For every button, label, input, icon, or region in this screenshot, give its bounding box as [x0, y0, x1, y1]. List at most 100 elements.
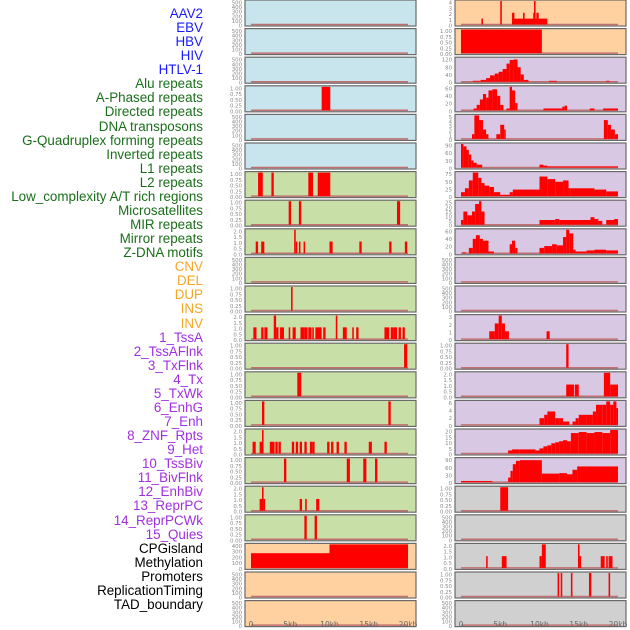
bar [489, 186, 494, 197]
y-tick-label: 500 [232, 58, 243, 64]
y-tick-label: 0.00 [230, 367, 243, 373]
y-tick-label: 400 [442, 263, 453, 269]
bar [496, 134, 501, 139]
bar [461, 29, 542, 54]
bar [551, 443, 556, 454]
y-tick-label: 0.25 [440, 361, 452, 367]
x-tick-label: 5kb [493, 620, 507, 629]
y-tick-label: 60 [445, 151, 452, 157]
y-tick-label: 300 [442, 296, 453, 302]
bar [368, 441, 372, 454]
y-tick-label: 15 [445, 435, 452, 441]
y-tick-label: 30 [445, 473, 452, 479]
y-tick-label: 4 [449, 409, 453, 415]
bar [552, 244, 557, 254]
bar [610, 384, 618, 397]
y-tick-label: 0.0 [443, 567, 452, 573]
y-tick-label: 40 [445, 94, 452, 100]
bar [555, 442, 560, 454]
bar [321, 86, 331, 111]
track-label: 13_ReprPC [133, 498, 203, 514]
bar [259, 441, 262, 454]
bar [588, 573, 592, 597]
y-tick-label: 0.00 [230, 424, 243, 430]
bar [397, 201, 401, 225]
bar [578, 432, 587, 454]
bar [557, 573, 560, 597]
bar [314, 515, 317, 540]
y-tick-label: 0 [449, 281, 453, 287]
bar [473, 162, 477, 168]
y-tick-label: 500 [232, 29, 243, 35]
y-tick-label: 200 [442, 529, 453, 535]
y-tick-label: 500 [442, 258, 453, 264]
bar [508, 477, 511, 483]
y-tick-label: 90 [445, 144, 452, 150]
bar [251, 553, 330, 568]
bar [603, 108, 618, 111]
track-label: 3_TxFlnk [147, 357, 203, 373]
y-tick-label: 200 [232, 72, 243, 78]
bar [276, 327, 279, 340]
bar [498, 315, 502, 340]
y-tick-label: 0.50 [440, 498, 453, 504]
y-tick-label: 4 [449, 120, 453, 126]
bar [566, 384, 575, 397]
bar [602, 433, 611, 454]
y-tick-label: 300 [232, 153, 243, 159]
y-tick-label: 1.00 [440, 573, 453, 579]
bar [594, 432, 603, 454]
y-tick-label: 400 [442, 520, 453, 526]
bar [508, 450, 513, 454]
y-tick-label: 0.5 [443, 561, 452, 567]
bar [500, 194, 510, 197]
bar [271, 172, 274, 197]
y-tick-label: 100 [232, 19, 243, 25]
y-tick-label: 1.5 [233, 492, 242, 498]
bar [304, 441, 307, 454]
bar [570, 573, 573, 597]
panel-right [454, 514, 627, 542]
bar [568, 188, 571, 197]
y-tick-label: 0.75 [230, 178, 242, 184]
panel-left [244, 342, 417, 370]
bar [255, 241, 259, 254]
y-tick-label: 0 [449, 167, 453, 173]
bar [502, 69, 507, 82]
y-tick-label: 0.5 [233, 447, 242, 453]
track-label: Z-DNA motifs [123, 245, 203, 261]
track-label: 8_ZNF_Rpts [127, 428, 203, 444]
bar [488, 251, 494, 254]
y-tick-label: 200 [232, 157, 243, 163]
bar [384, 441, 387, 454]
bar [468, 154, 472, 168]
x-tick-label: 15kb [569, 620, 588, 629]
y-tick-label: 0.50 [230, 384, 243, 390]
bar [594, 249, 607, 254]
y-tick-label: 0.75 [440, 349, 452, 355]
y-tick-label: 1.00 [440, 344, 453, 350]
track-label: Alu repeats [135, 76, 203, 92]
y-tick-label: 300 [232, 267, 243, 273]
bar [258, 172, 263, 197]
bar [575, 418, 579, 425]
y-tick-label: 20 [445, 430, 452, 436]
y-tick-label: 2 [449, 323, 452, 329]
y-tick-label: 1.00 [230, 458, 243, 464]
y-tick-label: 300 [442, 610, 453, 616]
bar [515, 103, 518, 111]
bar [600, 556, 605, 568]
y-tick-label: 100 [232, 620, 243, 626]
y-tick-label: 0.00 [440, 510, 453, 516]
bar [288, 327, 291, 340]
bar [312, 327, 314, 340]
y-tick-label: 100 [442, 276, 453, 282]
bar [546, 331, 550, 340]
bar [512, 240, 516, 254]
y-tick-label: 2.0 [233, 229, 242, 235]
track-label: 11_BivFlnk [137, 470, 203, 486]
bar [300, 327, 305, 340]
bar [500, 1, 502, 25]
y-tick-label: 40 [445, 73, 452, 79]
bar [474, 115, 480, 139]
